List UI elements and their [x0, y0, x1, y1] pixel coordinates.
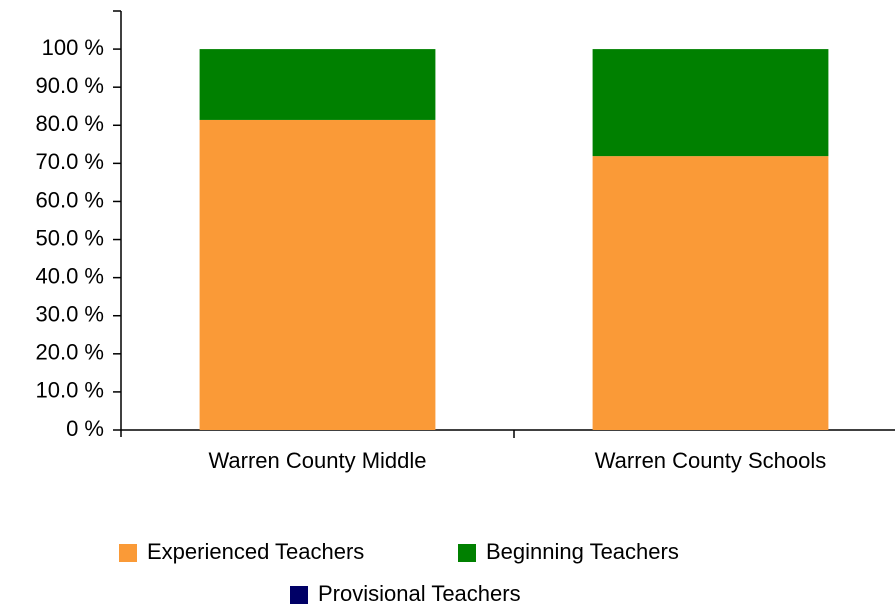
bar-segment [199, 119, 436, 430]
y-tick-label: 0 % [66, 416, 104, 441]
bar-segment [199, 49, 436, 120]
bar-segment [592, 49, 829, 157]
y-tick-label: 40.0 % [36, 263, 105, 288]
legend-swatch [458, 544, 476, 562]
y-tick-label: 90.0 % [36, 73, 105, 98]
y-tick-label: 100 % [42, 35, 104, 60]
legend-label: Provisional Teachers [318, 581, 521, 606]
x-tick-label: Warren County Middle [208, 448, 426, 473]
y-tick-label: 10.0 % [36, 378, 105, 403]
y-tick-label: 30.0 % [36, 302, 105, 327]
y-tick-label: 80.0 % [36, 111, 105, 136]
legend-swatch [290, 586, 308, 604]
legend-swatch [119, 544, 137, 562]
legend-label: Beginning Teachers [486, 539, 679, 564]
legend-label: Experienced Teachers [147, 539, 364, 564]
y-tick-label: 70.0 % [36, 149, 105, 174]
y-tick-label: 50.0 % [36, 225, 105, 250]
y-tick-label: 60.0 % [36, 187, 105, 212]
y-tick-label: 20.0 % [36, 340, 105, 365]
x-tick-label: Warren County Schools [595, 448, 827, 473]
bar-segment [592, 156, 829, 431]
